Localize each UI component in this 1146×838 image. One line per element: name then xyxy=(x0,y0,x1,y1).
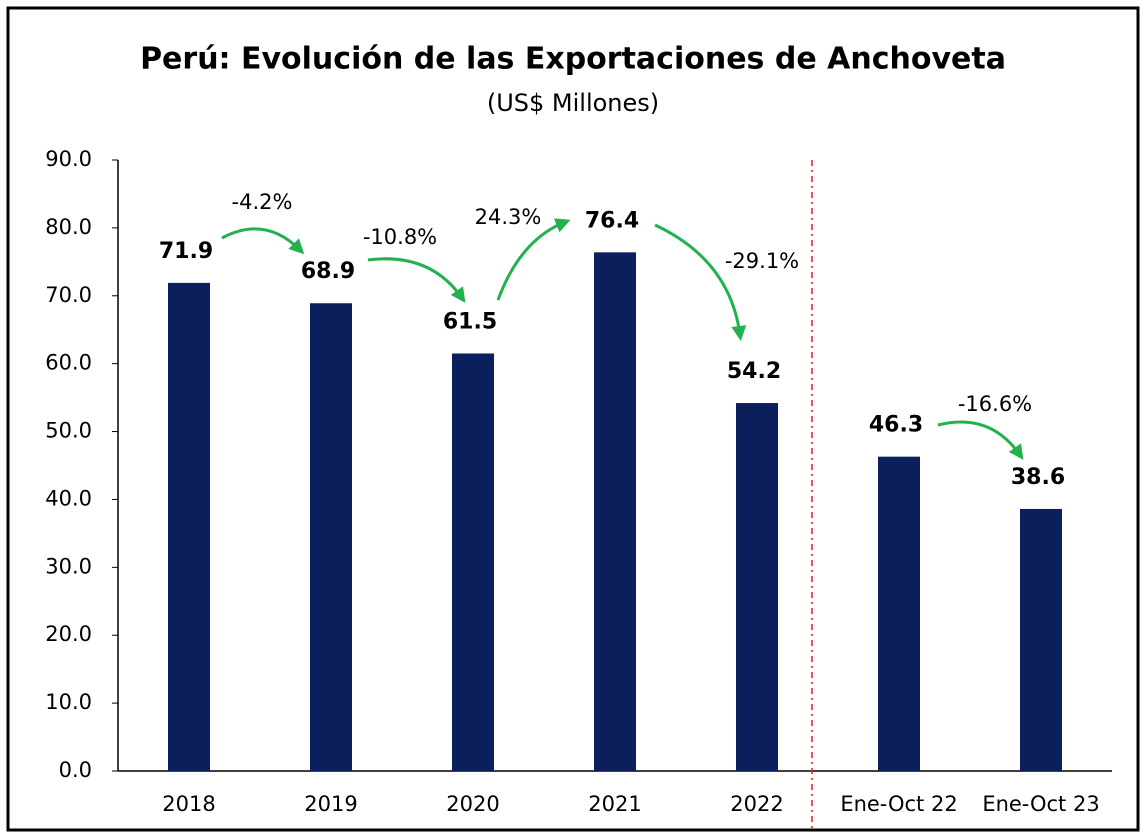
change-arrow xyxy=(654,223,747,341)
bar xyxy=(736,403,778,771)
change-arrow xyxy=(221,227,305,255)
value-label: 54.2 xyxy=(727,359,781,384)
bar xyxy=(168,282,210,771)
change-arrow xyxy=(496,218,571,301)
y-tick-label: 50.0 xyxy=(45,419,92,443)
y-tick-label: 90.0 xyxy=(45,147,92,171)
value-label: 46.3 xyxy=(869,413,923,438)
change-label: -16.6% xyxy=(958,392,1032,416)
frame xyxy=(6,6,1140,832)
y-tick-label: 20.0 xyxy=(45,622,92,646)
bar xyxy=(310,303,352,771)
bar xyxy=(878,456,920,771)
y-tick-label: 30.0 xyxy=(45,554,92,578)
x-tick-label: 2022 xyxy=(730,792,783,816)
value-label: 61.5 xyxy=(443,309,497,334)
change-arrow xyxy=(937,420,1024,460)
change-label: -29.1% xyxy=(725,249,799,273)
chart-title: Perú: Evolución de las Exportaciones de … xyxy=(140,42,1006,77)
change-label: -4.2% xyxy=(232,190,293,214)
y-tick-label: 80.0 xyxy=(45,215,92,239)
change-label: 24.3% xyxy=(475,205,542,229)
x-tick-label: 2021 xyxy=(588,792,641,816)
bar xyxy=(594,252,636,772)
y-tick-label: 70.0 xyxy=(45,283,92,307)
y-tick-label: 60.0 xyxy=(45,351,92,375)
x-tick-label: 2019 xyxy=(304,792,357,816)
bar xyxy=(1020,508,1062,771)
x-tick-label: 2020 xyxy=(446,792,499,816)
change-label: -10.8% xyxy=(363,225,437,249)
chart-subtitle: (US$ Millones) xyxy=(487,89,659,117)
bar xyxy=(452,353,494,771)
y-tick-label: 10.0 xyxy=(45,690,92,714)
change-arrow xyxy=(367,257,466,303)
value-label: 76.4 xyxy=(585,208,639,233)
y-tick-label: 40.0 xyxy=(45,486,92,510)
value-label: 71.9 xyxy=(159,239,213,264)
x-tick-label: Ene-Oct 23 xyxy=(982,792,1099,816)
value-label: 68.9 xyxy=(301,259,355,284)
value-label: 38.6 xyxy=(1011,465,1065,490)
y-tick-label: 0.0 xyxy=(59,758,92,782)
x-tick-label: 2018 xyxy=(162,792,215,816)
x-tick-label: Ene-Oct 22 xyxy=(840,792,957,816)
